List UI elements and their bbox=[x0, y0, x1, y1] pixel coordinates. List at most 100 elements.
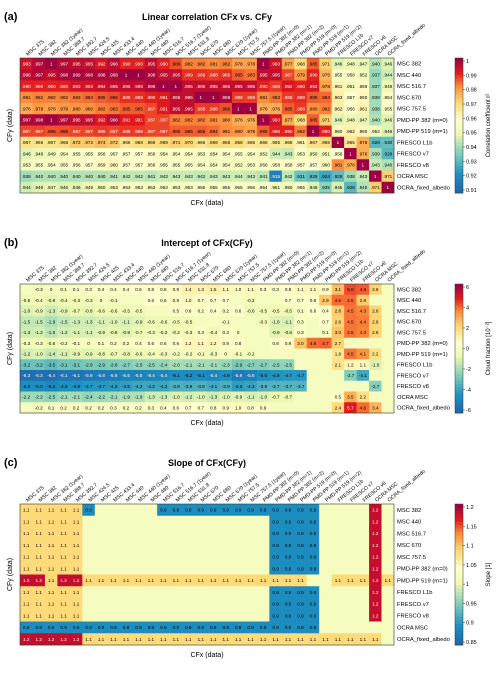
heatmap-cell bbox=[144, 586, 158, 599]
heatmap-cell bbox=[356, 370, 370, 382]
cell-value: .962 bbox=[333, 106, 342, 111]
colorbar-segment bbox=[455, 383, 463, 388]
cell-value: 0.1 bbox=[322, 330, 329, 335]
cell-value: 1 bbox=[50, 118, 53, 123]
heatmap-cell bbox=[244, 69, 258, 81]
cell-value: 0.3 bbox=[260, 287, 267, 292]
cell-value: -2.1 bbox=[60, 395, 68, 400]
cell-value: -0.2 bbox=[60, 341, 68, 346]
heatmap-cell bbox=[20, 380, 33, 392]
cell-value: -5.0 bbox=[259, 373, 267, 378]
cell-value: .955 bbox=[159, 163, 168, 168]
cell-value: -2.2 bbox=[97, 395, 105, 400]
heatmap-cell bbox=[281, 148, 295, 160]
cell-value: .924 bbox=[321, 174, 330, 179]
heatmap-cell bbox=[20, 91, 33, 104]
cell-value: -0.9 bbox=[85, 352, 93, 357]
colorbar-label: Correlation coefficient r² bbox=[486, 94, 492, 158]
heatmap-cell bbox=[69, 621, 83, 634]
heatmap-cell bbox=[132, 80, 145, 93]
colorbar-tick-label: 0.98 bbox=[466, 88, 477, 94]
heatmap-cell bbox=[231, 91, 245, 104]
colorbar-segment bbox=[455, 396, 463, 401]
cell-value: .982 bbox=[97, 106, 106, 111]
heatmap-cell bbox=[207, 621, 220, 634]
heatmap-cell bbox=[32, 337, 46, 349]
heatmap-cell bbox=[20, 527, 33, 540]
cell-value: .946 bbox=[308, 185, 317, 190]
heatmap-cell bbox=[319, 598, 332, 611]
cell-value: 0.9 bbox=[148, 625, 155, 630]
heatmap-cell bbox=[281, 359, 295, 371]
cell-value: -0.6 bbox=[147, 319, 155, 324]
cell-value: .989 bbox=[184, 73, 193, 78]
heatmap-cell bbox=[356, 586, 370, 599]
heatmap-cell bbox=[306, 159, 320, 171]
heatmap-cell bbox=[381, 125, 395, 138]
heatmap-cell bbox=[294, 337, 308, 349]
heatmap-cell bbox=[107, 159, 121, 171]
heatmap-cell bbox=[119, 539, 133, 552]
cell-value: .953 bbox=[246, 163, 255, 168]
heatmap-cell bbox=[306, 80, 320, 93]
heatmap-cell bbox=[69, 539, 83, 552]
cell-value: .948 bbox=[34, 151, 43, 156]
heatmap-cell bbox=[82, 337, 96, 349]
heatmap-cell bbox=[281, 337, 295, 349]
heatmap-cell bbox=[194, 402, 208, 414]
cell-value: .995 bbox=[47, 73, 56, 78]
cell-value: -4.1 bbox=[209, 384, 217, 389]
cell-value: .938 bbox=[22, 174, 31, 179]
cell-value: .956 bbox=[259, 163, 268, 168]
cell-value: -2.1 bbox=[209, 362, 217, 367]
heatmap-cell bbox=[144, 148, 158, 160]
heatmap-cell bbox=[231, 562, 245, 575]
colorbar-tick-label: 0.93 bbox=[466, 159, 477, 165]
heatmap-cell bbox=[82, 148, 96, 160]
heatmap-cell bbox=[44, 170, 58, 183]
heatmap-cell bbox=[281, 348, 295, 360]
heatmap-cell bbox=[144, 402, 158, 414]
heatmap-cell bbox=[319, 609, 332, 622]
cell-value: -6.1 bbox=[72, 373, 80, 378]
cell-value: .976 bbox=[346, 163, 355, 168]
heatmap-cell bbox=[69, 562, 83, 575]
heatmap-cell bbox=[381, 527, 395, 540]
heatmap-cell bbox=[331, 284, 345, 296]
cell-value: .953 bbox=[146, 185, 155, 190]
colorbar-segment bbox=[455, 132, 463, 137]
heatmap-cell bbox=[356, 284, 370, 296]
cell-value: .991 bbox=[159, 106, 168, 111]
cell-value: .997 bbox=[34, 61, 43, 66]
heatmap-cell bbox=[144, 391, 158, 403]
heatmap-cell bbox=[169, 170, 183, 183]
cell-value: .991 bbox=[159, 95, 168, 100]
cell-value: 0.9 bbox=[160, 625, 167, 630]
heatmap-cell bbox=[157, 159, 170, 171]
heatmap-cell bbox=[319, 527, 332, 540]
cell-value: .967 bbox=[47, 140, 56, 145]
heatmap-cell bbox=[207, 114, 220, 126]
cell-value: 3.0 bbox=[297, 341, 304, 346]
cell-value: .953 bbox=[121, 185, 130, 190]
heatmap-cell bbox=[119, 633, 133, 646]
cell-value: .966 bbox=[196, 140, 205, 145]
heatmap-cell bbox=[344, 380, 357, 392]
heatmap-cell bbox=[107, 621, 121, 634]
cell-value: 0.8 bbox=[148, 287, 155, 292]
heatmap-cell bbox=[306, 69, 320, 81]
cell-value: 1.1 bbox=[73, 531, 80, 536]
cell-value: -1.3 bbox=[47, 309, 55, 314]
heatmap-cell bbox=[306, 284, 320, 296]
heatmap-cell bbox=[82, 294, 96, 306]
colorbar-segment bbox=[455, 390, 463, 395]
heatmap-cell bbox=[57, 609, 71, 622]
heatmap-cell bbox=[157, 69, 170, 81]
heatmap-cell bbox=[294, 380, 308, 392]
cell-value: 4.5 bbox=[347, 352, 354, 357]
cell-value: 0.6 bbox=[135, 287, 142, 292]
cell-value: -1.3 bbox=[22, 330, 30, 335]
heatmap-cell bbox=[356, 380, 370, 392]
heatmap-cell bbox=[32, 527, 46, 540]
cell-value: .953 bbox=[296, 151, 305, 156]
